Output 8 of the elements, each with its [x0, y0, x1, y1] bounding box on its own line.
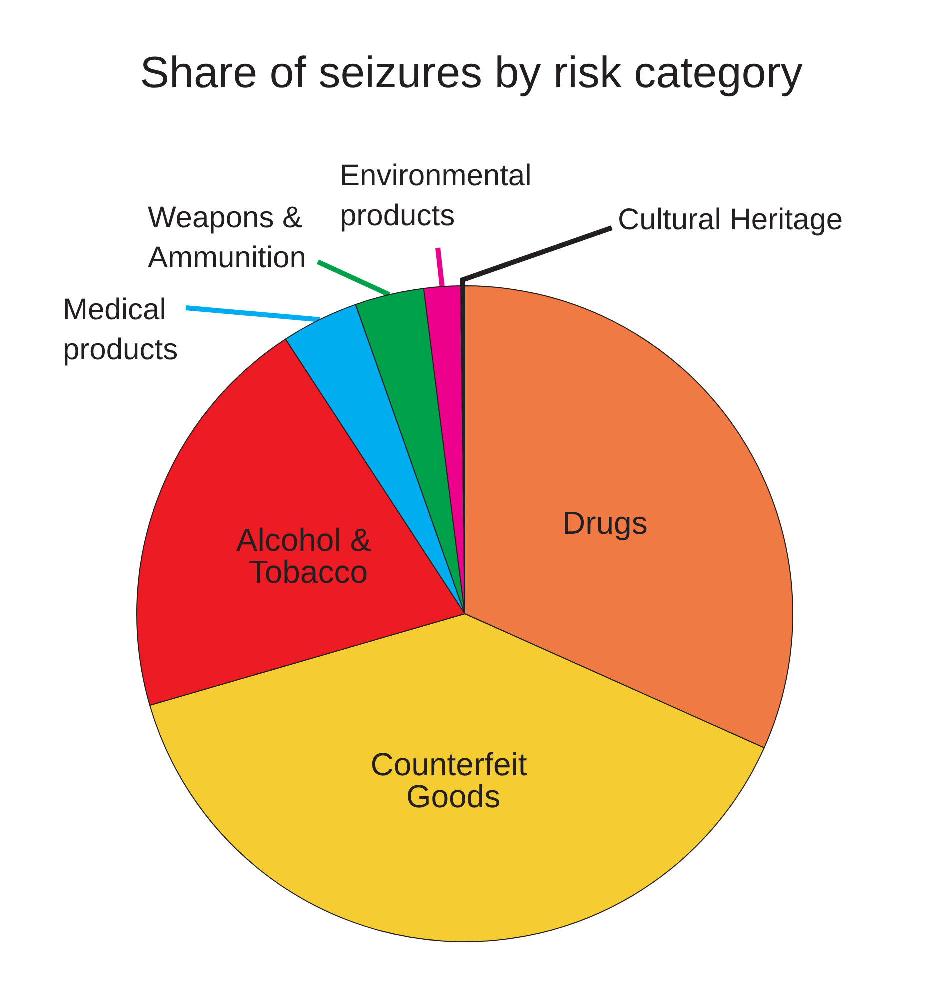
slice-label: Counterfeit Goods: [370, 746, 536, 815]
slice-label: Drugs: [562, 505, 648, 542]
slice-label: Environmental products: [340, 160, 540, 232]
chart-title: Share of seizures by risk category: [140, 48, 803, 98]
slice-label: Weapons & Ammunition: [148, 202, 311, 274]
slice-label: Alcohol & Tobacco: [236, 522, 380, 590]
slice-label: Cultural Heritage: [618, 204, 844, 236]
slice-label: Medical products: [63, 294, 178, 366]
